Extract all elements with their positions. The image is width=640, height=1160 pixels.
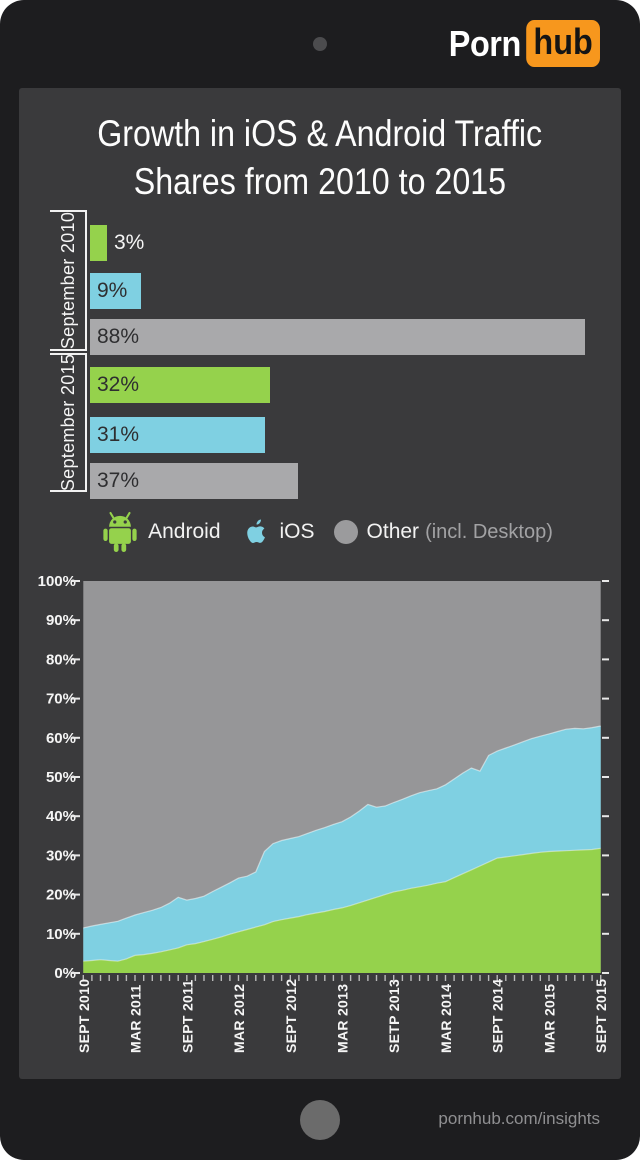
group-label-text: September 2010 xyxy=(58,211,79,350)
camera-dot-icon xyxy=(313,37,327,51)
x-axis-ticks xyxy=(82,975,602,981)
y-axis: 0% 10% 20% 30% 40% 50% 60% 70% 80% 90% 100% xyxy=(38,573,609,982)
bar-value-label: 3% xyxy=(114,231,145,254)
bar-ios: 31% xyxy=(90,417,265,453)
group-label-text: September 2015 xyxy=(58,353,79,492)
legend-item-ios: iOS xyxy=(240,515,315,549)
title-line-1: Growth in iOS & Android Traffic xyxy=(97,113,543,154)
group-label: September 2010 xyxy=(50,210,87,351)
legend-label: Other xyxy=(366,520,420,543)
x-tick-label: SEPT 2012 xyxy=(283,979,299,1053)
logo-text-hub: hub xyxy=(526,20,600,67)
logo-text-porn: Porn xyxy=(448,22,521,64)
bar-value-label: 37% xyxy=(97,469,140,492)
ios-boundary-line xyxy=(83,725,601,929)
bar-ios: 9% xyxy=(90,273,141,309)
y-tick-label: 50% xyxy=(46,769,76,786)
legend-item-android: Android xyxy=(101,511,221,553)
x-tick-label: MAR 2015 xyxy=(542,984,558,1053)
gray-dot-icon xyxy=(333,520,358,544)
x-tick-label: MAR 2012 xyxy=(231,984,247,1053)
x-tick-label: SEPT 2010 xyxy=(76,979,92,1053)
group-bracket xyxy=(50,353,87,492)
bar-value-label: 88% xyxy=(97,325,140,348)
y-tick-label: 0% xyxy=(54,965,76,982)
y-tick-label: 80% xyxy=(46,651,76,668)
home-button[interactable] xyxy=(300,1100,340,1140)
x-tick-label: SETP 2013 xyxy=(386,979,402,1053)
y-tick-label: 90% xyxy=(46,612,76,629)
x-axis-labels: SEPT 2010 MAR 2011 SEPT 2011 MAR 2012 SEPT 2… xyxy=(76,979,609,1053)
x-tick-label: MAR 2013 xyxy=(335,984,351,1053)
y-tick-label: 100% xyxy=(38,573,76,590)
y-tick-label: 60% xyxy=(46,730,76,747)
android-robot-icon xyxy=(103,511,137,552)
page-title: Growth in iOS & Android Traffic Shares f… xyxy=(19,88,621,206)
pornhub-logo: Porn hub xyxy=(449,20,600,67)
y-tick-label: 40% xyxy=(46,808,76,825)
content-panel: Growth in iOS & Android Traffic Shares f… xyxy=(19,88,621,1079)
x-tick-label: SEPT 2014 xyxy=(490,979,506,1053)
y-tick-label: 20% xyxy=(46,887,76,904)
x-tick-label: SEPT 2015 xyxy=(593,979,609,1053)
legend-suffix: (incl. Desktop) xyxy=(425,520,553,543)
footer-url: pornhub.com/insights xyxy=(438,1109,600,1128)
y-tick-label: 10% xyxy=(46,926,76,943)
bar-android: 32% xyxy=(90,367,270,403)
bar-other: 88% xyxy=(90,319,585,355)
bar-other: 37% xyxy=(90,463,298,499)
area-chart: 0% 10% 20% 30% 40% 50% 60% 70% 80% 90% 100% SEPT 20… xyxy=(38,573,610,1053)
y-tick-label: 70% xyxy=(46,691,76,708)
bar-value-label: 32% xyxy=(97,373,140,396)
legend-label: Android xyxy=(148,520,221,543)
y-tick-label: 30% xyxy=(46,847,76,864)
x-tick-label: MAR 2014 xyxy=(438,984,454,1053)
group-bracket xyxy=(50,210,87,351)
legend: Android iOS Other (incl. Desktop) xyxy=(19,511,621,553)
bar-value-label: 31% xyxy=(97,423,140,446)
android-boundary-line xyxy=(83,847,601,962)
legend-item-other: Other (incl. Desktop) xyxy=(333,520,553,544)
group-label: September 2015 xyxy=(50,353,87,492)
legend-label: iOS xyxy=(279,520,315,543)
bar-chart: September 2010 3% 9% 88% September 2015 32% 31… xyxy=(19,88,621,1079)
x-tick-label: SEPT 2011 xyxy=(179,979,195,1053)
area-series-android xyxy=(83,848,601,973)
area-series-ios xyxy=(83,726,601,962)
bar-value-label: 9% xyxy=(97,279,128,302)
bar-android xyxy=(90,225,107,261)
title-line-2: Shares from 2010 to 2015 xyxy=(133,161,507,202)
x-tick-label: MAR 2011 xyxy=(128,984,144,1053)
apple-icon xyxy=(246,519,265,543)
